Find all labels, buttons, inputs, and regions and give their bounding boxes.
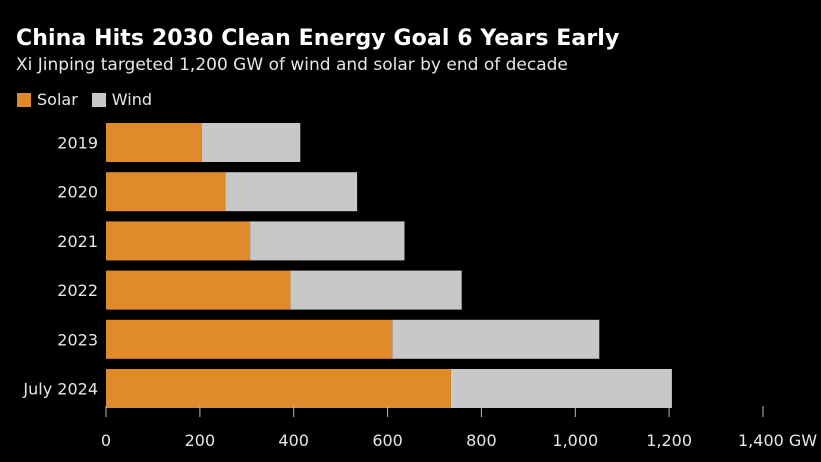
category-label-5: July 2024 xyxy=(22,380,98,399)
category-label-0: 2019 xyxy=(57,134,98,153)
category-label-3: 2022 xyxy=(57,281,98,300)
category-label-1: 2020 xyxy=(57,183,98,202)
bar-solar-5 xyxy=(106,369,451,408)
bar-solar-4 xyxy=(106,319,393,359)
legend-item-solar: Solar xyxy=(17,90,78,109)
bar-wind-0 xyxy=(201,123,301,162)
bar-solar-2 xyxy=(106,221,251,261)
legend-swatch-wind xyxy=(91,92,106,107)
x-tick-label-4: 800 xyxy=(466,431,497,450)
bar-wind-4 xyxy=(392,319,600,359)
legend-label-solar: Solar xyxy=(37,90,78,109)
category-label-4: 2023 xyxy=(57,330,98,349)
chart-subtitle: Xi Jinping targeted 1,200 GW of wind and… xyxy=(16,55,568,75)
legend: Solar Wind xyxy=(17,90,166,109)
x-tick-label-7: 1,400 GW xyxy=(738,431,817,450)
x-tick-label-0: 0 xyxy=(101,431,111,450)
legend-swatch-solar xyxy=(17,92,31,107)
legend-item-wind: Wind xyxy=(91,90,152,109)
bar-solar-1 xyxy=(106,172,226,212)
bar-wind-1 xyxy=(225,172,358,212)
x-tick-label-6: 1,200 xyxy=(646,431,692,450)
x-tick-label-1: 200 xyxy=(185,431,216,450)
bar-wind-3 xyxy=(290,270,462,310)
bar-solar-0 xyxy=(106,123,202,162)
x-tick-label-5: 1,000 xyxy=(552,431,598,450)
bar-wind-2 xyxy=(250,221,405,261)
bar-wind-5 xyxy=(450,369,672,408)
chart-title: China Hits 2030 Clean Energy Goal 6 Year… xyxy=(16,26,620,51)
x-tick-label-2: 400 xyxy=(278,431,309,450)
x-tick-label-3: 600 xyxy=(372,431,403,450)
bar-solar-3 xyxy=(106,270,291,310)
legend-label-wind: Wind xyxy=(111,90,152,109)
category-label-2: 2021 xyxy=(57,232,98,251)
